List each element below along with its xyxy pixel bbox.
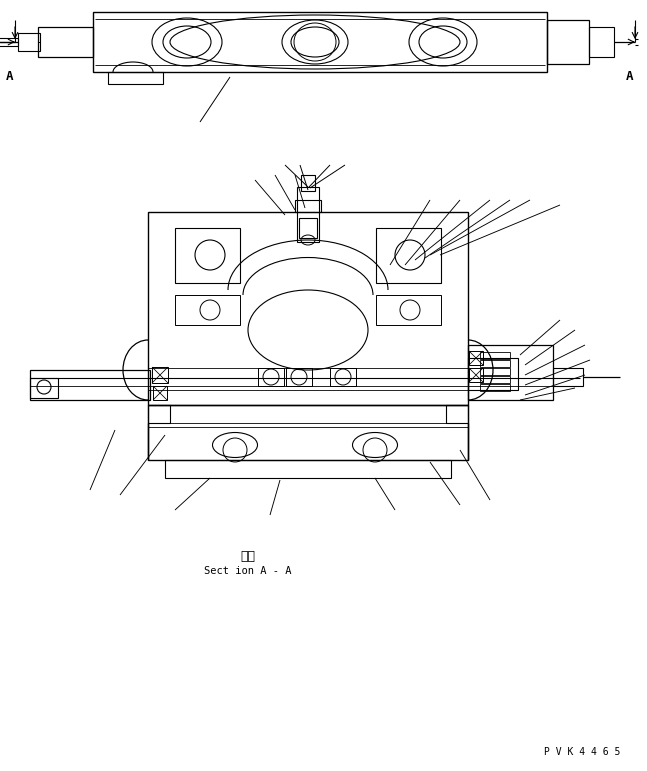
Bar [468, 345, 553, 400]
Bar [0, 38, 18, 46]
Bar [376, 295, 441, 325]
Bar [589, 27, 614, 57]
Bar [480, 360, 510, 367]
Text: P V K 4 4 6 5: P V K 4 4 6 5 [543, 747, 620, 757]
Bar [108, 72, 163, 84]
Bar [480, 368, 510, 375]
Bar [480, 384, 510, 391]
Bar [330, 368, 356, 386]
Text: A: A [626, 70, 634, 83]
Bar [152, 367, 168, 383]
Bar [468, 358, 518, 390]
Bar [297, 187, 319, 242]
Bar [175, 295, 240, 325]
Bar [30, 378, 58, 398]
Bar [258, 368, 284, 386]
Bar [469, 368, 483, 382]
Bar [93, 12, 547, 72]
Text: A: A [6, 70, 14, 83]
Bar [148, 212, 468, 405]
Bar [547, 20, 589, 64]
Bar [38, 27, 93, 57]
Bar [480, 376, 510, 383]
Bar [553, 368, 583, 386]
Bar [376, 228, 441, 283]
Bar [299, 218, 317, 238]
Bar [148, 405, 468, 460]
Text: 断面: 断面 [241, 550, 256, 564]
Bar [301, 175, 315, 191]
Bar [153, 386, 167, 400]
Bar [286, 368, 312, 386]
Bar [30, 370, 150, 400]
Text: Sect ion A - A: Sect ion A - A [204, 566, 292, 576]
Bar [165, 460, 451, 478]
Bar [18, 33, 40, 51]
Bar [175, 228, 240, 283]
Bar [480, 352, 510, 359]
Bar [148, 423, 468, 427]
Bar [469, 351, 483, 365]
Bar [295, 200, 321, 212]
